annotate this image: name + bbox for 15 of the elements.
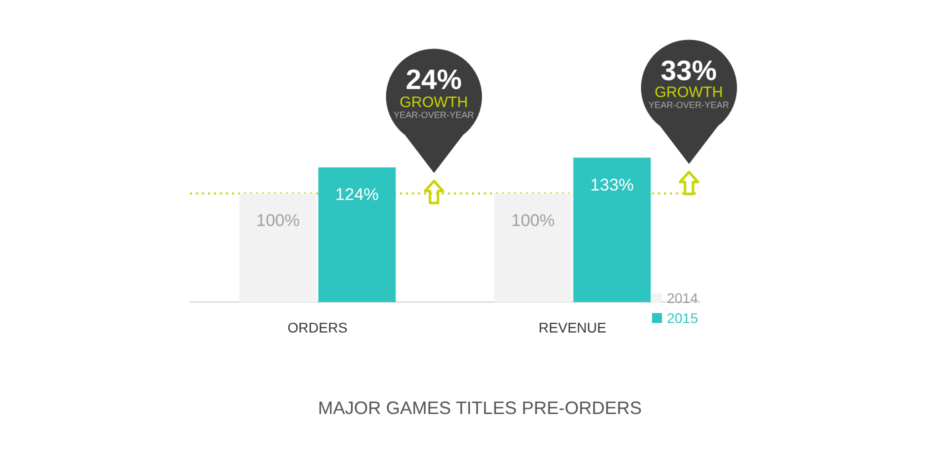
x-tick-label: REVENUE bbox=[538, 319, 606, 336]
text: GROWTH bbox=[654, 84, 724, 101]
x-tick-label: ORDERS bbox=[288, 319, 348, 336]
text: GROWTH bbox=[398, 94, 469, 111]
data-label: 100% bbox=[511, 211, 555, 230]
text: YEAR-OVER-YEAR bbox=[647, 100, 730, 110]
data-label: 100% bbox=[256, 211, 300, 230]
legend-label: 2014 bbox=[666, 289, 698, 308]
text: YEAR-OVER-YEAR bbox=[392, 110, 476, 120]
text: 24% bbox=[404, 64, 463, 96]
text: 33% bbox=[660, 54, 718, 86]
text: MAJOR GAMES TITLES PRE-ORDERS bbox=[318, 398, 642, 419]
data-label: 133% bbox=[590, 175, 634, 194]
legend-label: 2015 bbox=[666, 309, 698, 328]
data-label: 124% bbox=[335, 185, 379, 204]
